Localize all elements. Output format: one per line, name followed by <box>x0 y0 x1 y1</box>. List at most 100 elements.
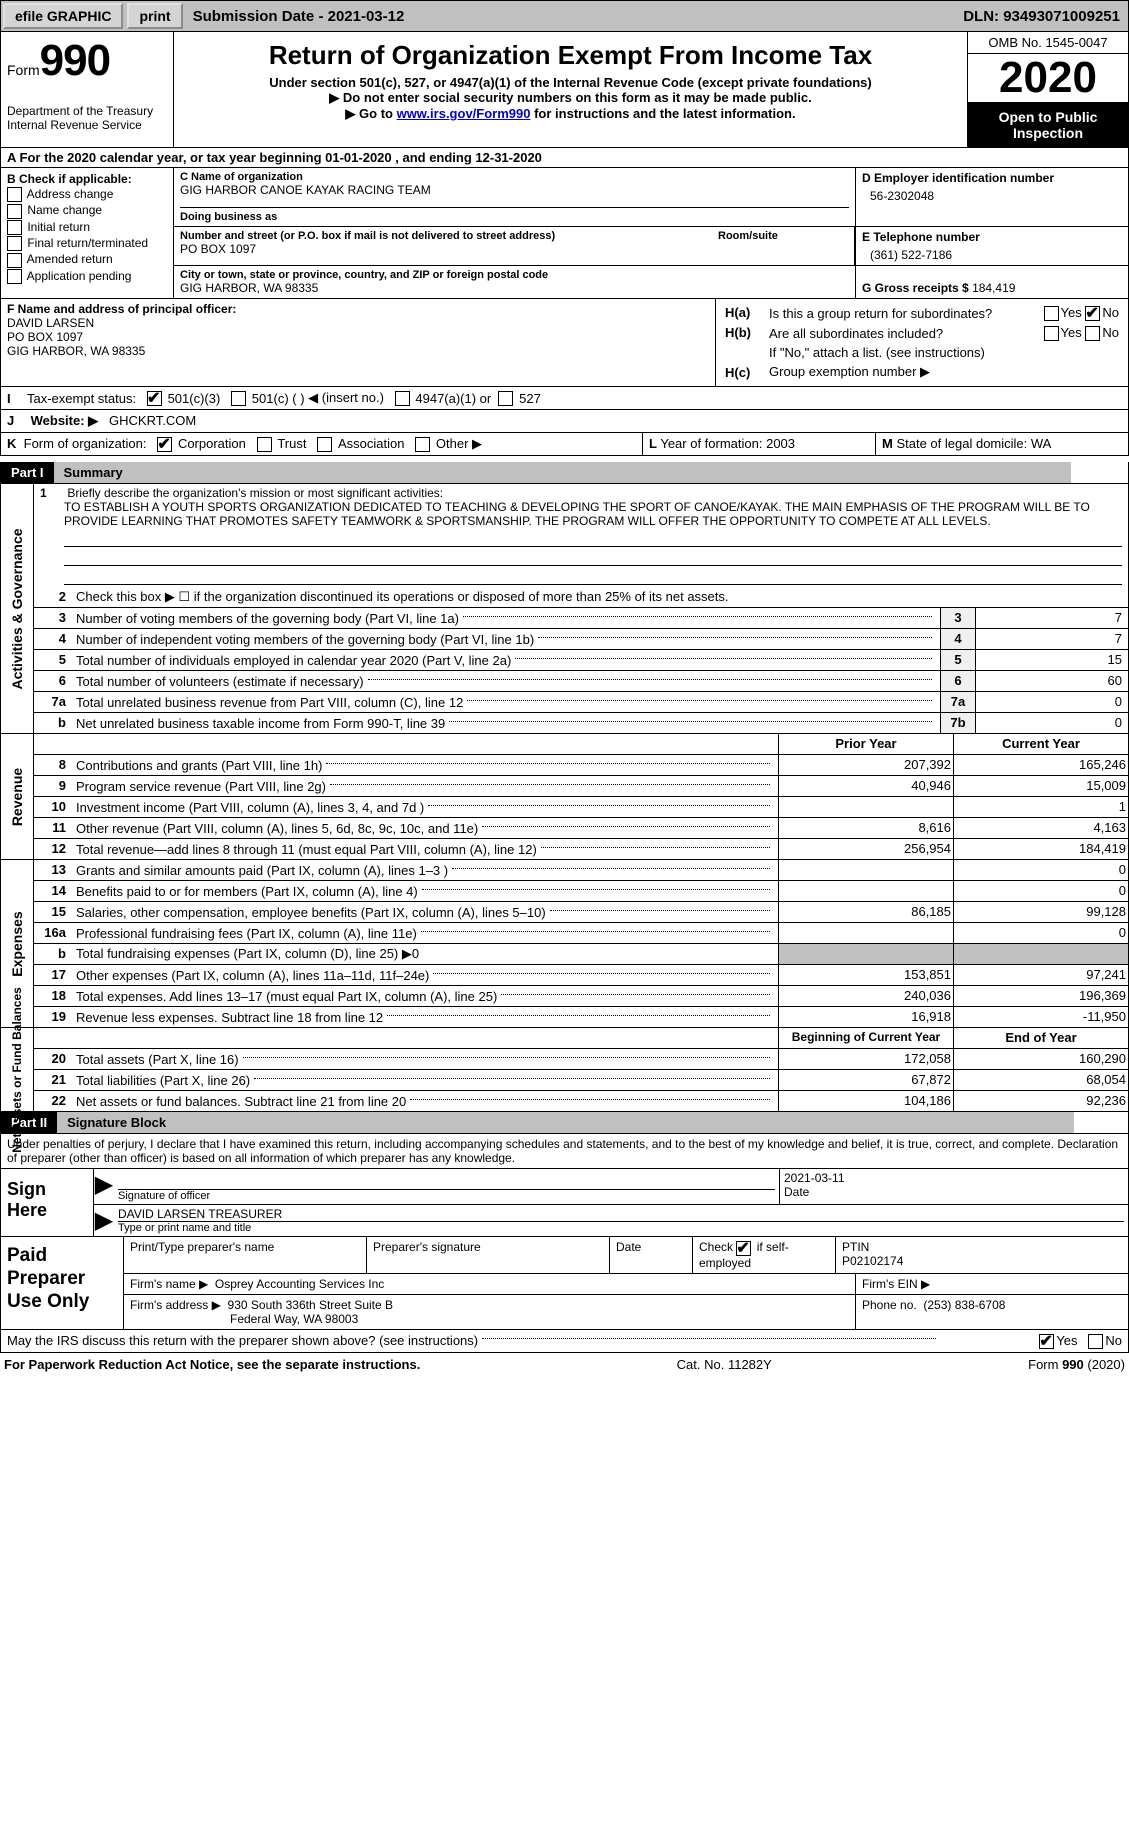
check-self-employed[interactable] <box>736 1241 751 1256</box>
check-4947[interactable] <box>395 391 410 406</box>
check-initial-return[interactable] <box>7 220 22 235</box>
form-id-block: Form990 Department of the Treasury Inter… <box>1 32 174 147</box>
line15-prior: 86,185 <box>778 902 953 922</box>
discuss-yes-checkbox[interactable] <box>1039 1334 1054 1349</box>
check-assoc[interactable] <box>317 437 332 452</box>
line20-current: 160,290 <box>953 1049 1128 1069</box>
check-corp[interactable] <box>157 437 172 452</box>
line9-current: 15,009 <box>953 776 1128 796</box>
form-number-footer: Form 990 (2020) <box>1028 1357 1125 1372</box>
check-address-change[interactable] <box>7 187 22 202</box>
side-revenue: Revenue <box>9 768 25 826</box>
org-name-label: C Name of organization <box>180 171 849 183</box>
firm-ein-label: Firm's EIN ▶ <box>856 1274 1128 1294</box>
city-value: GIG HARBOR, WA 98335 <box>180 281 849 295</box>
form-header: Form990 Department of the Treasury Inter… <box>0 32 1129 148</box>
check-501c[interactable] <box>231 391 246 406</box>
prep-name-header: Print/Type preparer's name <box>124 1237 367 1272</box>
line22-current: 92,236 <box>953 1091 1128 1111</box>
omb-number: OMB No. 1545-0047 <box>968 32 1128 54</box>
line11-current: 4,163 <box>953 818 1128 838</box>
officer-addr1: PO BOX 1097 <box>7 330 709 344</box>
col-cd: C Name of organization GIG HARBOR CANOE … <box>174 168 1128 298</box>
line18-prior: 240,036 <box>778 986 953 1006</box>
ha-yes-checkbox[interactable] <box>1044 306 1059 321</box>
form-title-block: Return of Organization Exempt From Incom… <box>174 32 967 147</box>
cat-number: Cat. No. 11282Y <box>677 1357 772 1372</box>
discuss-no-checkbox[interactable] <box>1088 1334 1103 1349</box>
end-year-header: End of Year <box>953 1028 1128 1048</box>
firm-addr1: 930 South 336th Street Suite B <box>228 1298 393 1312</box>
part2-header-row: Part IISignature Block <box>0 1112 1129 1134</box>
prep-phone-value: (253) 838-6708 <box>923 1298 1005 1312</box>
check-name-change[interactable] <box>7 204 22 219</box>
line16b-prior-grey <box>778 944 953 964</box>
check-501c3[interactable] <box>147 391 162 406</box>
signature-block: Under penalties of perjury, I declare th… <box>0 1134 1129 1329</box>
sig-officer-label: Signature of officer <box>118 1189 775 1202</box>
form-number: 990 <box>40 36 110 85</box>
col-b-checkboxes: B Check if applicable: Address change Na… <box>1 168 174 298</box>
ein-label: D Employer identification number <box>862 171 1122 185</box>
form-title: Return of Organization Exempt From Incom… <box>178 40 963 71</box>
row-i-tax-status: I Tax-exempt status: 501(c)(3) 501(c) ( … <box>0 387 1129 410</box>
side-activities-governance: Activities & Governance <box>9 528 25 689</box>
row-klm: K Form of organization: Corporation Trus… <box>0 433 1129 456</box>
activities-governance-block: Activities & Governance 1 Briefly descri… <box>0 484 1129 734</box>
form-prefix: Form <box>7 62 40 78</box>
check-amended[interactable] <box>7 253 22 268</box>
col-b-label: B Check if applicable: <box>7 172 132 186</box>
footer-bottom: For Paperwork Reduction Act Notice, see … <box>0 1353 1129 1376</box>
expenses-block: Expenses 13 Grants and similar amounts p… <box>0 860 1129 1028</box>
line8-prior: 207,392 <box>778 755 953 775</box>
current-year-header: Current Year <box>953 734 1128 754</box>
sig-date-value: 2021-03-11 <box>784 1171 1124 1185</box>
check-trust[interactable] <box>257 437 272 452</box>
line16b-current-grey <box>953 944 1128 964</box>
section-fh: F Name and address of principal officer:… <box>0 299 1129 387</box>
inspection-label: Open to Public Inspection <box>968 103 1128 147</box>
check-final-return[interactable] <box>7 236 22 251</box>
print-button[interactable]: print <box>127 3 182 29</box>
gross-label: G Gross receipts $ <box>862 281 969 295</box>
sign-here-label: Sign Here <box>1 1169 94 1236</box>
part1-label: Part I <box>1 462 54 483</box>
line21-current: 68,054 <box>953 1070 1128 1090</box>
col-f-officer: F Name and address of principal officer:… <box>1 299 716 386</box>
top-toolbar: efile GRAPHIC print Submission Date - 20… <box>0 0 1129 32</box>
line3-value: 7 <box>975 608 1128 628</box>
check-other-org[interactable] <box>415 437 430 452</box>
net-assets-block: Net Assets or Fund Balances Beginning of… <box>0 1028 1129 1112</box>
line12-current: 184,419 <box>953 839 1128 859</box>
subtitle-3-pre: ▶ Go to <box>345 106 396 121</box>
line5-value: 15 <box>975 650 1128 670</box>
dept-line-1: Department of the Treasury <box>7 104 167 118</box>
ha-no-checkbox[interactable] <box>1085 306 1100 321</box>
line11-prior: 8,616 <box>778 818 953 838</box>
paid-preparer-label: Paid Preparer Use Only <box>1 1237 124 1328</box>
form990-link[interactable]: www.irs.gov/Form990 <box>397 106 531 121</box>
part2-title: Signature Block <box>57 1112 1074 1133</box>
row-j-website: J Website: ▶ GHCKRT.COM <box>0 410 1129 433</box>
hb-yes-checkbox[interactable] <box>1044 326 1059 341</box>
line14-prior <box>778 881 953 901</box>
name-title-label: Type or print name and title <box>118 1221 1124 1234</box>
check-527[interactable] <box>498 391 513 406</box>
line10-current: 1 <box>953 797 1128 817</box>
addr-label: Number and street (or P.O. box if mail i… <box>180 230 706 242</box>
prior-year-header: Prior Year <box>778 734 953 754</box>
part1-header-row: Part ISummary <box>0 462 1129 484</box>
firm-name-value: Osprey Accounting Services Inc <box>215 1277 384 1291</box>
submission-date-label: Submission Date - 2021-03-12 <box>185 8 413 25</box>
side-expenses: Expenses <box>9 911 25 976</box>
phone-label: E Telephone number <box>862 230 1122 244</box>
ptin-value: P02102174 <box>842 1254 903 1268</box>
check-app-pending[interactable] <box>7 269 22 284</box>
prep-sig-header: Preparer's signature <box>367 1237 610 1272</box>
hb-no-checkbox[interactable] <box>1085 326 1100 341</box>
line16a-current: 0 <box>953 923 1128 943</box>
org-name-value: GIG HARBOR CANOE KAYAK RACING TEAM <box>180 183 849 197</box>
line6-value: 60 <box>975 671 1128 691</box>
tax-year: 2020 <box>968 54 1128 103</box>
side-net-assets: Net Assets or Fund Balances <box>10 987 24 1153</box>
